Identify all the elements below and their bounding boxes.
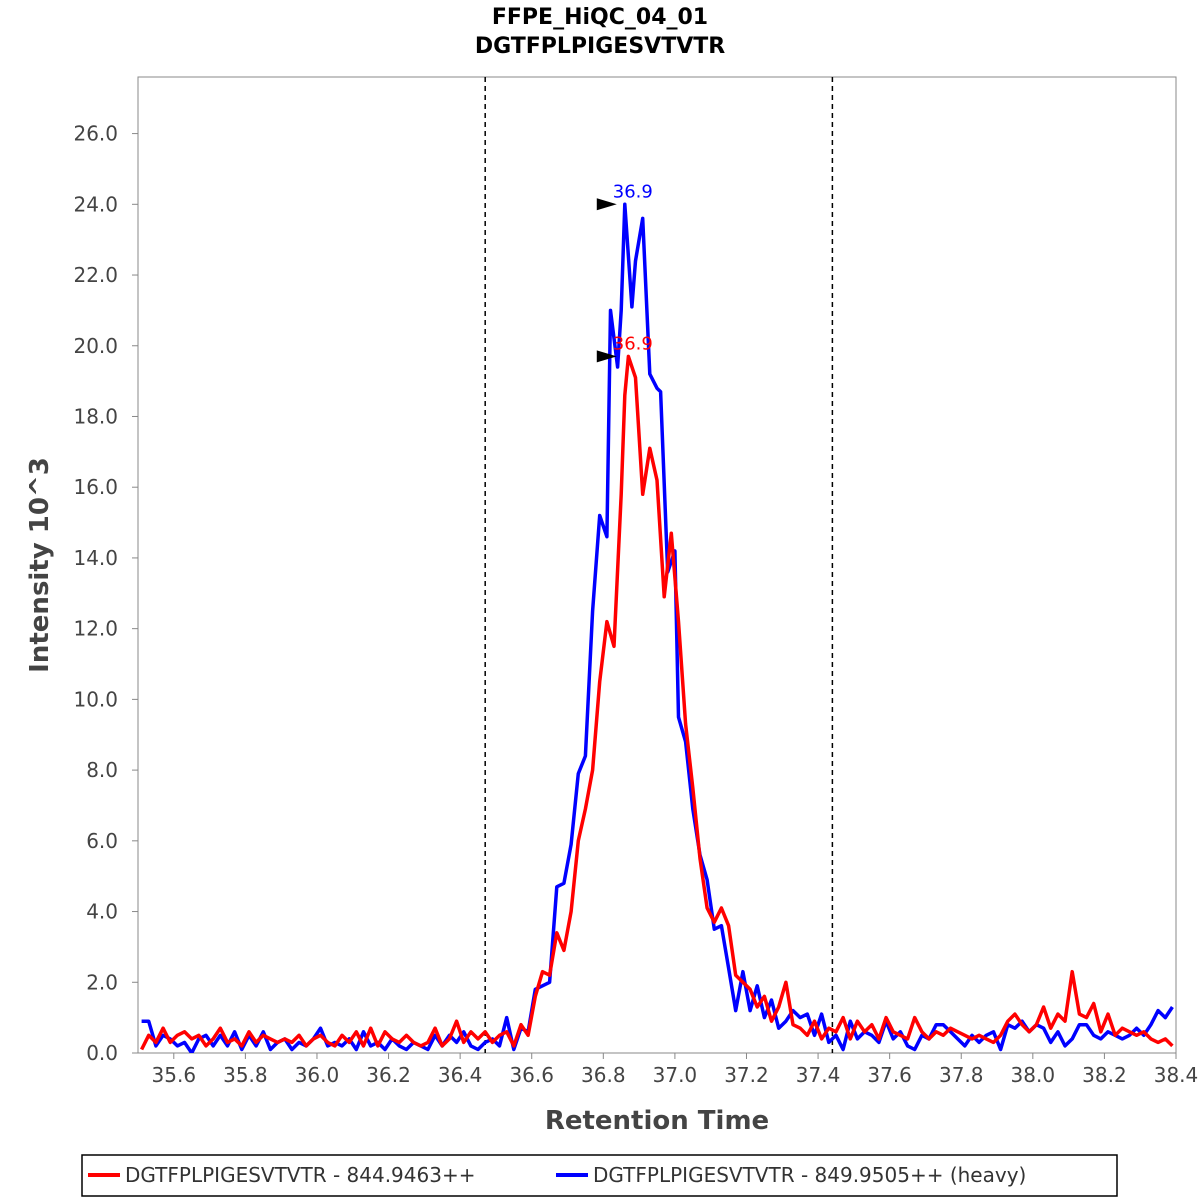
x-tick-label: 35.8 — [223, 1063, 268, 1087]
y-tick-label: 14.0 — [73, 546, 118, 570]
peak-arrow-light — [596, 350, 617, 363]
y-tick-label: 22.0 — [73, 263, 118, 287]
chart-title: FFPE_HiQC_04_01 — [492, 5, 708, 30]
y-axis: 0.0 2.0 4.0 6.0 8.0 10.0 12.0 14.0 16.0 18.0 20.0 2… — [73, 122, 138, 1065]
peak-label-light: 36.9 — [613, 333, 653, 354]
chart-subtitle: DGTFPLPIGESVTVTR — [475, 34, 725, 59]
y-tick-label: 6.0 — [86, 829, 118, 853]
y-tick-label: 12.0 — [73, 617, 118, 641]
x-tick-label: 36.8 — [581, 1063, 626, 1087]
y-tick-label: 26.0 — [73, 122, 118, 146]
legend-box — [81, 1154, 1118, 1197]
y-tick-label: 20.0 — [73, 334, 118, 358]
x-tick-label: 38.4 — [1154, 1063, 1199, 1087]
y-tick-label: 2.0 — [86, 970, 118, 994]
x-tick-label: 36.0 — [295, 1063, 340, 1087]
series-lines — [140, 202, 1174, 1053]
y-tick-label: 24.0 — [73, 192, 118, 216]
plot-area — [137, 76, 1177, 1054]
legend-entry-light: DGTFPLPIGESVTVTR - 844.9463++ — [125, 1163, 475, 1187]
legend: DGTFPLPIGESVTVTR - 844.9463++ DGTFPLPIGE… — [81, 1154, 1118, 1197]
x-tick-label: 38.0 — [1011, 1063, 1056, 1087]
x-tick-label: 37.4 — [796, 1063, 841, 1087]
x-tick-label: 37.8 — [939, 1063, 984, 1087]
y-tick-label: 10.0 — [73, 687, 118, 711]
x-tick-label: 37.2 — [724, 1063, 769, 1087]
x-tick-label: 37.0 — [653, 1063, 698, 1087]
x-axis: 35.6 35.8 36.0 36.2 36.4 36.6 36.8 37.0 37.2 37.4… — [152, 1053, 1199, 1087]
y-tick-label: 4.0 — [86, 900, 118, 924]
peak-arrow-heavy — [596, 198, 617, 211]
x-axis-label: Retention Time — [545, 1106, 769, 1136]
x-tick-label: 35.6 — [152, 1063, 197, 1087]
integration-boundaries — [484, 77, 834, 1053]
legend-entry-heavy: DGTFPLPIGESVTVTR - 849.9505++ (heavy) — [593, 1163, 1026, 1187]
x-tick-label: 37.6 — [867, 1063, 912, 1087]
x-tick-label: 38.2 — [1082, 1063, 1127, 1087]
y-tick-label: 0.0 — [86, 1041, 118, 1065]
x-tick-label: 36.6 — [509, 1063, 554, 1087]
peak-markers: 36.9 36.9 — [596, 181, 653, 363]
y-axis-label: Intensity 10^3 — [25, 457, 55, 673]
y-tick-label: 16.0 — [73, 475, 118, 499]
x-tick-label: 36.2 — [366, 1063, 411, 1087]
y-tick-label: 8.0 — [86, 758, 118, 782]
series-line-light — [140, 354, 1174, 1051]
x-tick-label: 36.4 — [438, 1063, 483, 1087]
peak-label-heavy: 36.9 — [613, 181, 653, 202]
y-tick-label: 18.0 — [73, 404, 118, 428]
